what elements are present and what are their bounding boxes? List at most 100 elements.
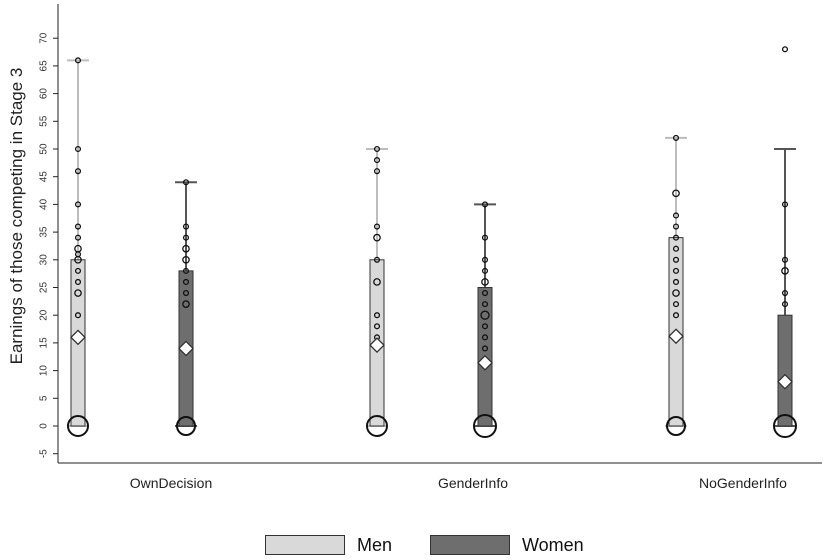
data-point <box>781 267 789 275</box>
mean-marker <box>477 354 493 371</box>
y-tick-label: 30 <box>39 254 50 266</box>
data-point <box>176 416 196 436</box>
data-point <box>781 289 789 297</box>
legend-label-men: Men <box>357 534 393 555</box>
data-point <box>672 301 680 308</box>
y-tick-label: 55 <box>39 115 50 127</box>
data-point <box>781 301 789 308</box>
data-point <box>481 278 489 286</box>
mean-marker <box>777 373 793 390</box>
legend-item-men: Men <box>265 534 392 556</box>
data-point <box>373 256 381 263</box>
data-point <box>672 189 680 198</box>
y-tick-label: 45 <box>39 171 50 183</box>
mean-marker <box>369 337 385 354</box>
boxes-layer <box>67 59 796 427</box>
data-point <box>481 345 489 352</box>
points-layer <box>67 46 797 438</box>
legend-item-women: Women <box>430 534 584 556</box>
data-point <box>672 312 680 319</box>
data-point <box>481 256 489 263</box>
y-tick-label: 35 <box>39 226 50 238</box>
y-tick-label: 25 <box>39 282 50 294</box>
legend: Men Women <box>0 534 827 556</box>
data-point <box>481 334 489 341</box>
data-point <box>74 223 82 230</box>
data-point <box>182 255 190 264</box>
axes-layer: -5 0 5 10 15 20 25 30 35 40 45 50 55 60 65 70 Earnings o… <box>7 4 822 491</box>
y-tick-label: 5 <box>39 395 50 401</box>
y-tick-label: 20 <box>39 309 50 321</box>
data-point <box>672 245 680 252</box>
mean-marker <box>668 328 684 345</box>
x-category-label: GenderInfo <box>438 475 508 491</box>
data-point <box>672 234 680 241</box>
data-point <box>781 46 789 53</box>
data-point <box>373 145 381 153</box>
data-point <box>672 289 680 297</box>
y-tick-label: -5 <box>39 449 50 458</box>
data-point <box>373 233 381 242</box>
legend-swatch-men <box>265 535 345 555</box>
data-point <box>481 234 489 241</box>
box-women-nogenderinfo <box>777 314 793 427</box>
mean-marker <box>70 329 86 346</box>
data-point <box>481 301 489 308</box>
y-tick-label: 10 <box>39 365 50 377</box>
data-point <box>182 244 190 253</box>
data-point <box>373 223 381 230</box>
data-point <box>672 256 680 263</box>
data-point <box>672 267 680 274</box>
data-point <box>373 323 381 330</box>
data-point <box>672 223 680 230</box>
y-tick-label: 40 <box>39 198 50 210</box>
mean-marker <box>178 340 194 357</box>
y-tick-label: 50 <box>39 143 50 155</box>
y-tick-label: 65 <box>39 60 50 72</box>
data-point <box>182 289 190 297</box>
x-category-label: OwnDecision <box>130 475 212 491</box>
data-point <box>481 267 489 274</box>
data-point <box>373 312 381 319</box>
data-point <box>473 414 497 438</box>
data-point <box>366 415 388 437</box>
data-point <box>182 267 190 274</box>
data-point <box>781 201 789 208</box>
data-point <box>373 168 381 175</box>
data-point <box>481 201 489 208</box>
data-point <box>182 179 190 186</box>
data-point <box>672 278 680 286</box>
data-point <box>182 300 190 308</box>
data-point <box>74 244 82 253</box>
data-point <box>74 312 82 319</box>
data-point <box>481 323 489 330</box>
data-point <box>74 201 82 208</box>
data-point <box>182 234 190 241</box>
x-category-label: NoGenderInfo <box>699 475 787 491</box>
y-axis-label: Earnings of those competing in Stage 3 <box>7 68 26 365</box>
y-tick-label: 15 <box>39 337 50 349</box>
data-point <box>781 256 789 263</box>
data-point <box>666 416 686 436</box>
y-tick-label: 70 <box>39 32 50 44</box>
data-point <box>74 289 82 297</box>
data-point <box>74 168 82 175</box>
data-point <box>480 310 490 320</box>
box-plot-chart: -5 0 5 10 15 20 25 30 35 40 45 50 55 60 65 70 Earnings o… <box>7 4 822 491</box>
data-point <box>373 278 381 286</box>
data-point <box>74 278 82 286</box>
data-point <box>182 278 190 286</box>
data-point <box>373 157 381 164</box>
data-point <box>481 289 489 297</box>
y-tick-label: 0 <box>39 423 50 429</box>
legend-label-women: Women <box>522 534 584 555</box>
data-point <box>74 57 82 64</box>
data-point <box>672 212 680 219</box>
data-point <box>74 267 82 274</box>
data-point <box>773 414 797 438</box>
data-point <box>67 415 89 437</box>
legend-swatch-women <box>430 535 510 555</box>
data-point <box>672 134 680 141</box>
data-point <box>74 234 82 241</box>
